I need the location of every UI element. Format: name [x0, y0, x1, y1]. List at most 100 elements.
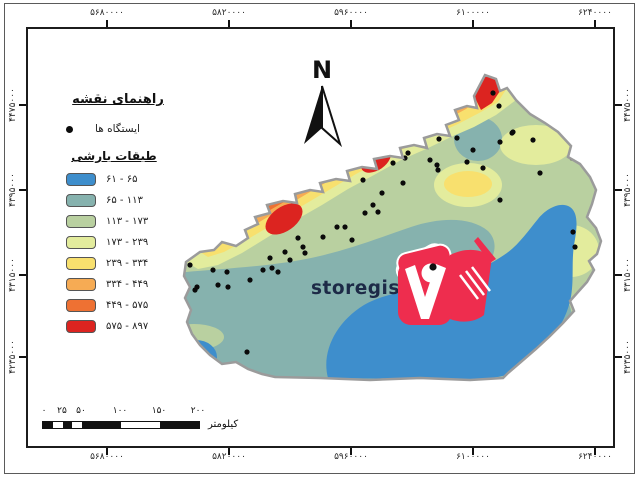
tick-mark: [106, 20, 108, 27]
legend-class-row: ۴۴۹ - ۵۷۵: [66, 299, 196, 312]
station-dot: [480, 165, 486, 171]
north-arrow-left-half: [304, 86, 322, 144]
tick-mark: [615, 104, 622, 106]
tick-mark: [19, 104, 26, 106]
scale-tick-label: ۵۰: [76, 406, 86, 416]
station-dot: [400, 180, 406, 186]
class-range-label: ۵۷۵ - ۸۹۷: [106, 321, 149, 332]
station-dot: [349, 237, 355, 243]
station-dot: [295, 235, 301, 241]
station-dot: [215, 282, 221, 288]
legend-class-row: ۱۷۳ - ۲۳۹: [66, 236, 196, 249]
scale-unit-label: کیلومتر: [208, 419, 239, 430]
station-dot: [370, 202, 376, 208]
tick-mark: [350, 448, 352, 455]
station-dot: [302, 250, 308, 256]
class-range-label: ۴۴۹ - ۵۷۵: [106, 300, 149, 311]
tick-mark: [615, 274, 622, 276]
tick-mark: [594, 448, 596, 455]
legend-class-row: ۵۷۵ - ۸۹۷: [66, 320, 196, 333]
station-dot-icon: [66, 125, 73, 133]
station-dot: [224, 269, 230, 275]
logo-page-line: [471, 266, 491, 292]
scale-segment: [121, 422, 160, 428]
station-dot: [470, 147, 476, 153]
class-range-label: ۶۱ - ۶۵: [106, 174, 138, 185]
station-dot: [570, 229, 576, 235]
scale-tick-label: ۱۵۰: [151, 406, 167, 416]
station-dot: [572, 244, 578, 250]
legend-class-row: ۳۳۴ - ۴۴۹: [66, 278, 196, 291]
zone-yellow-center: [444, 171, 492, 197]
legend: راهنمای نقشه ایستگاه ها طبقات بارشی ۶۱ -…: [56, 92, 196, 333]
legend-title: راهنمای نقشه: [72, 92, 164, 107]
station-dot: [427, 157, 433, 163]
scale-segment: [62, 422, 73, 428]
class-swatch: [66, 173, 96, 186]
coordinate-label: ۵۹۶۰۰۰۰: [334, 8, 368, 18]
legend-stations-row: ایستگاه ها: [66, 123, 196, 135]
class-swatch: [66, 278, 96, 291]
coordinate-label: ۵۶۸۰۰۰۰: [90, 8, 124, 18]
station-dot: [300, 244, 306, 250]
station-dot: [282, 249, 288, 255]
scale-bar-segments: [42, 421, 200, 429]
station-dot: [405, 150, 411, 156]
legend-class-row: ۲۳۹ - ۳۳۴: [66, 257, 196, 270]
station-dot: [490, 90, 496, 96]
station-dot: [244, 349, 250, 355]
station-dot: [464, 159, 470, 165]
stations-label: ایستگاه ها: [95, 123, 140, 135]
station-dot: [435, 167, 441, 173]
scale-segment: [72, 422, 82, 428]
station-dot: [342, 224, 348, 230]
coordinate-label: ۴۴۷۵۰۰۰: [623, 88, 633, 122]
precipitation-classes-title: طبقات بارشی: [71, 149, 157, 163]
zone-pale-east-upper: [500, 125, 572, 165]
scale-segment: [52, 422, 63, 428]
scale-segment: [82, 422, 121, 428]
station-dot: [530, 137, 536, 143]
tick-mark: [472, 448, 474, 455]
class-range-label: ۱۱۳ - ۱۷۳: [106, 216, 149, 227]
coordinate-label: ۴۲۳۵۰۰۰: [8, 340, 18, 374]
station-dot: [360, 177, 366, 183]
station-dot: [362, 210, 368, 216]
coordinate-label: ۶۱۰۰۰۰۰: [456, 452, 490, 462]
class-range-label: ۱۷۳ - ۲۳۹: [106, 237, 149, 248]
station-dot: [497, 139, 503, 145]
coordinate-label: ۶۲۴۰۰۰۰: [578, 452, 612, 462]
station-dot: [269, 265, 275, 271]
coordinate-label: ۵۹۶۰۰۰۰: [334, 452, 368, 462]
tick-mark: [19, 274, 26, 276]
tick-mark: [106, 448, 108, 455]
coordinate-label: ۴۴۷۵۰۰۰: [8, 88, 18, 122]
scale-segment: [43, 422, 53, 428]
station-dot: [287, 257, 293, 263]
station-dot: [192, 287, 198, 293]
tick-mark: [472, 20, 474, 27]
station-dot: [275, 269, 281, 275]
class-swatch: [66, 320, 96, 333]
coordinate-label: ۵۸۲۰۰۰۰: [212, 452, 246, 462]
north-label: N: [312, 56, 332, 84]
north-arrow-right-half: [321, 85, 343, 148]
tick-mark: [594, 20, 596, 27]
scale-segment: [160, 422, 199, 428]
north-arrow: N: [304, 56, 343, 148]
scale-tick-label: ۲۵: [57, 406, 67, 416]
logo-page-line: [459, 274, 479, 300]
station-dot: [187, 262, 193, 268]
province-outline: [182, 73, 603, 382]
tick-mark: [615, 189, 622, 191]
coordinate-label: ۴۳۱۵۰۰۰: [8, 258, 18, 292]
scale-tick-label: ۲۰۰: [190, 406, 206, 416]
legend-class-rows: ۶۱ - ۶۵ ۶۵ - ۱۱۳ ۱۱۳ - ۱۷۳ ۱۷۳ - ۲۳۹ ۲۳۹…: [66, 173, 196, 333]
scale-tick-label: ۰: [41, 406, 47, 416]
storegis-logo-icon: [395, 237, 496, 325]
outer-border: [4, 3, 635, 474]
class-swatch: [66, 236, 96, 249]
station-dot: [334, 224, 340, 230]
logo-page-line: [465, 270, 485, 296]
